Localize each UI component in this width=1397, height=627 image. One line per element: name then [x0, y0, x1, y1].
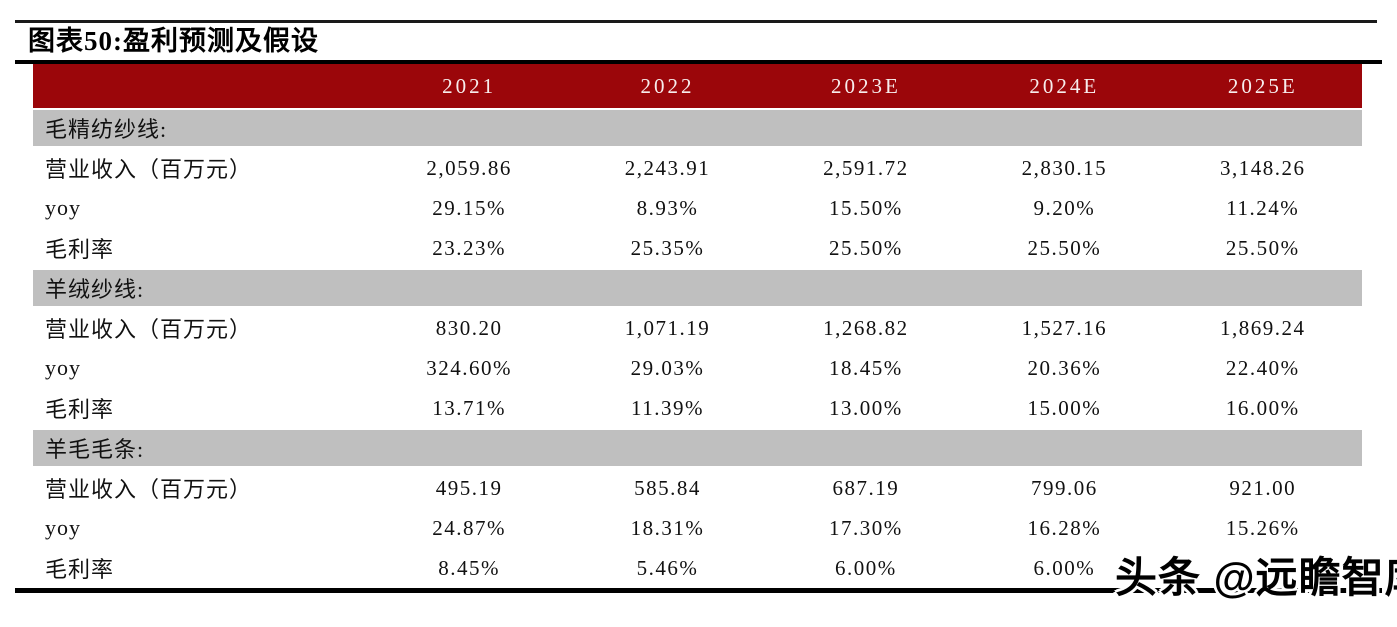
header-year-2021: 2021: [369, 64, 569, 109]
cell-value: [1163, 548, 1362, 588]
cell-value: 1,071.19: [568, 307, 767, 348]
cell-value: 8.93%: [568, 188, 767, 228]
bottom-rule: [15, 588, 1382, 593]
cell-value: 5.46%: [568, 548, 767, 588]
watermark-toutiao: 头条 @远瞻智库: [1115, 554, 1397, 601]
cell-value: 24.87%: [369, 508, 569, 548]
cell-value: 16.00%: [1163, 388, 1362, 429]
cell-value: 16.28%: [965, 508, 1164, 548]
table-row: yoy 324.60% 29.03% 18.45% 20.36% 22.40%: [33, 348, 1362, 388]
table-row: yoy 29.15% 8.93% 15.50% 9.20% 11.24%: [33, 188, 1362, 228]
cell-value: 585.84: [568, 467, 767, 508]
cell-value: 15.00%: [965, 388, 1164, 429]
cell-value: 495.19: [369, 467, 569, 508]
cell-value: 15.26%: [1163, 508, 1362, 548]
cell-value: 1,268.82: [766, 307, 966, 348]
row-label: yoy: [33, 188, 370, 228]
cell-value: 25.50%: [766, 228, 966, 269]
table-header-row: 2021 2022 2023E 2024E 2025E: [33, 64, 1362, 109]
table-row: 毛利率 13.71% 11.39% 13.00% 15.00% 16.00%: [33, 388, 1362, 429]
cell-value: 830.20: [369, 307, 569, 348]
cell-value: 18.45%: [766, 348, 966, 388]
figure-title: 图表50:盈利预测及假设: [28, 26, 319, 56]
header-year-2024e: 2024E: [965, 64, 1164, 109]
cell-value: 23.23%: [369, 228, 569, 269]
table-row: 毛利率 23.23% 25.35% 25.50% 25.50% 25.50%: [33, 228, 1362, 269]
table-row: 营业收入（百万元） 830.20 1,071.19 1,268.82 1,527…: [33, 307, 1362, 348]
cell-value: 29.03%: [568, 348, 767, 388]
cell-value: 2,830.15: [965, 147, 1164, 188]
cell-value: 17.30%: [766, 508, 966, 548]
cell-value: 11.39%: [568, 388, 767, 429]
cell-value: 11.24%: [1163, 188, 1362, 228]
cell-value: 6.00%: [766, 548, 966, 588]
cell-value: 18.31%: [568, 508, 767, 548]
cell-value: 8.45%: [369, 548, 569, 588]
row-label: 营业收入（百万元）: [33, 467, 370, 508]
header-year-2025e: 2025E: [1163, 64, 1362, 109]
cell-value: 15.50%: [766, 188, 966, 228]
cell-value: 687.19: [766, 467, 966, 508]
row-label: yoy: [33, 348, 370, 388]
section-label: 羊毛毛条:: [33, 428, 1362, 468]
table-row: 营业收入（百万元） 2,059.86 2,243.91 2,591.72 2,8…: [33, 147, 1362, 188]
table-row: yoy 24.87% 18.31% 17.30% 16.28% 15.26%: [33, 508, 1362, 548]
cell-value: 13.00%: [766, 388, 966, 429]
section-label: 毛精纺纱线:: [33, 108, 1362, 148]
cell-value: 29.15%: [369, 188, 569, 228]
top-rule: [15, 20, 1377, 23]
section-row-worsted-yarn: 毛精纺纱线:: [33, 108, 1362, 148]
cell-value: 1,869.24: [1163, 307, 1362, 348]
cell-value: 25.35%: [568, 228, 767, 269]
row-label: 毛利率: [33, 388, 370, 429]
cell-value: 2,243.91: [568, 147, 767, 188]
table-row: 营业收入（百万元） 495.19 585.84 687.19 799.06 92…: [33, 467, 1362, 508]
row-label: 毛利率: [33, 548, 370, 588]
cell-value: 13.71%: [369, 388, 569, 429]
cell-value: 2,591.72: [766, 147, 966, 188]
cell-value: 799.06: [965, 467, 1164, 508]
section-row-wool-tops: 羊毛毛条:: [33, 428, 1362, 468]
header-empty-cell: [33, 64, 370, 109]
cell-value: 22.40%: [1163, 348, 1362, 388]
cell-value: 25.50%: [1163, 228, 1362, 269]
header-year-2022: 2022: [568, 64, 767, 109]
section-row-cashmere-yarn: 羊绒纱线:: [33, 268, 1362, 308]
row-label: 营业收入（百万元）: [33, 147, 370, 188]
cell-value: 1,527.16: [965, 307, 1164, 348]
row-label: 毛利率: [33, 228, 370, 269]
cell-value: 2,059.86: [369, 147, 569, 188]
row-label: 营业收入（百万元）: [33, 307, 370, 348]
header-year-2023e: 2023E: [766, 64, 966, 109]
section-label: 羊绒纱线:: [33, 268, 1362, 308]
cell-value: 921.00: [1163, 467, 1362, 508]
cell-value: 3,148.26: [1163, 147, 1362, 188]
cell-value: 9.20%: [965, 188, 1164, 228]
profit-forecast-table: 2021 2022 2023E 2024E 2025E 毛精纺纱线: 营业收入（…: [33, 64, 1362, 588]
row-label: yoy: [33, 508, 370, 548]
cell-value: 324.60%: [369, 348, 569, 388]
cell-value: 6.00%: [965, 548, 1164, 588]
cell-value: 20.36%: [965, 348, 1164, 388]
table-row: 毛利率 8.45% 5.46% 6.00% 6.00%: [33, 548, 1362, 588]
cell-value: 25.50%: [965, 228, 1164, 269]
table-top-rule: [15, 60, 1382, 64]
